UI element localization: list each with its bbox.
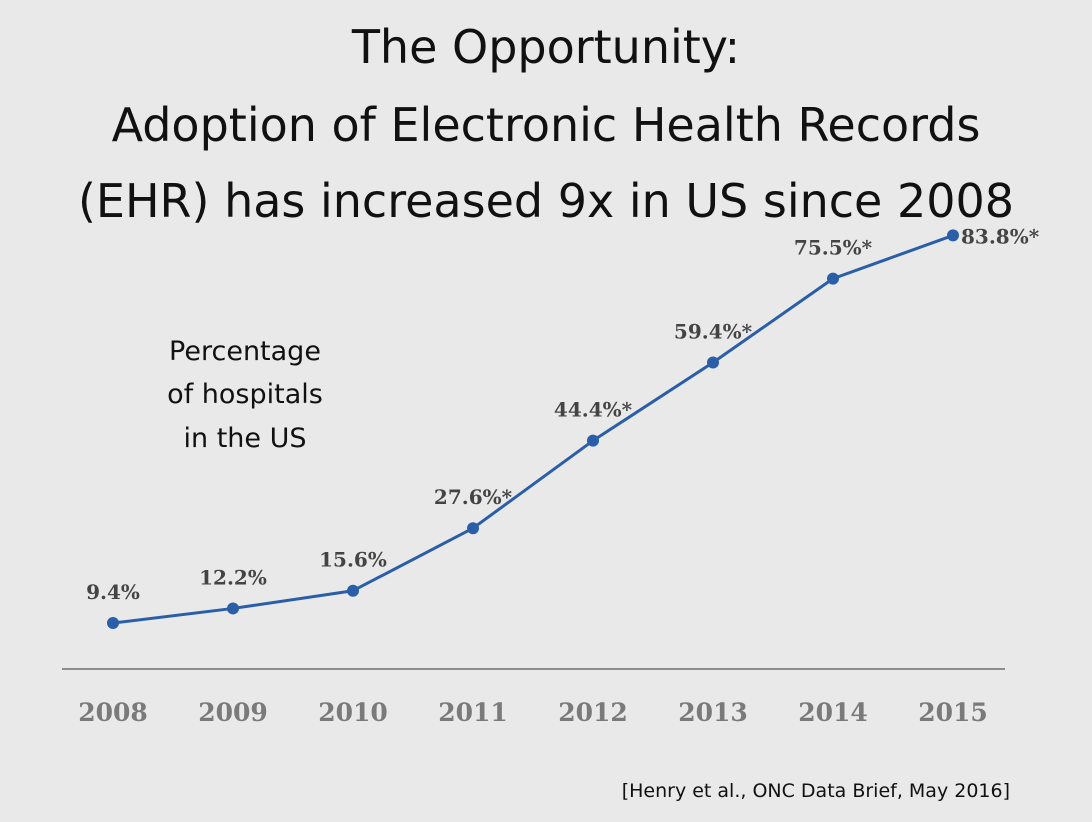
data-label: 9.4% — [86, 580, 140, 604]
x-tick-label: 2014 — [798, 698, 868, 727]
x-tick-label: 2010 — [318, 698, 388, 727]
data-label: 27.6%* — [434, 485, 513, 509]
data-point — [227, 602, 239, 615]
data-label: 83.8%* — [961, 224, 1040, 248]
data-point — [107, 617, 119, 630]
data-point — [347, 584, 359, 597]
data-point — [827, 272, 839, 285]
chart-annotation-line-1: Percentage — [169, 336, 321, 367]
data-label: 15.6% — [319, 548, 387, 572]
x-tick-label: 2013 — [678, 698, 748, 727]
x-tick-label: 2009 — [198, 698, 268, 727]
slide-title-line-3: (EHR) has increased 9x in US since 2008 — [77, 174, 1015, 228]
x-tick-label: 2011 — [438, 698, 508, 727]
x-tick-label: 2015 — [918, 698, 988, 727]
data-point — [587, 434, 599, 447]
series-line — [112, 233, 954, 625]
data-point — [467, 522, 479, 535]
data-point — [707, 356, 719, 369]
x-tick-label: 2008 — [78, 698, 148, 727]
citation: [Henry et al., ONC Data Brief, May 2016] — [621, 780, 1010, 802]
data-point — [947, 229, 959, 242]
data-label: 59.4%* — [674, 320, 753, 344]
slide-title-line-1: The Opportunity: — [351, 20, 741, 74]
data-label: 12.2% — [199, 565, 267, 589]
data-label: 75.5%* — [794, 236, 873, 260]
slide-title-line-2: Adoption of Electronic Health Records — [111, 98, 981, 152]
data-label: 44.4%* — [554, 398, 633, 422]
x-tick-label: 2012 — [558, 698, 628, 727]
chart-annotation-line-2: of hospitals — [167, 379, 323, 410]
chart-annotation-line-3: in the US — [183, 423, 307, 454]
